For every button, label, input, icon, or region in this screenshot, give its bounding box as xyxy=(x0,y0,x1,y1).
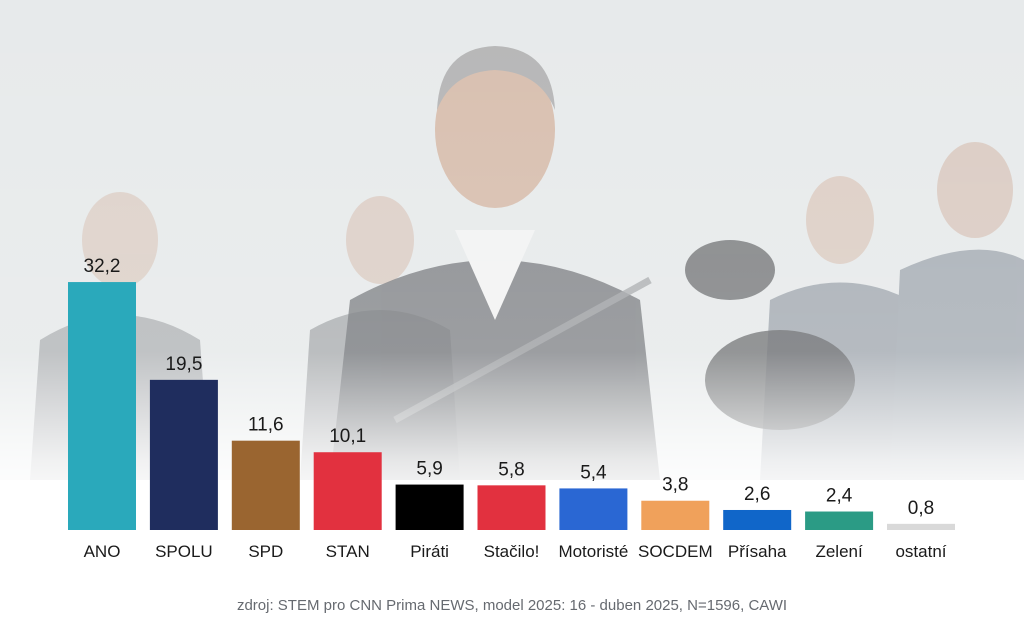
bar-stacilo xyxy=(477,485,546,530)
bar-ano xyxy=(68,282,136,530)
value-label-ostatni: 0,8 xyxy=(908,498,934,519)
value-label-spolu: 19,5 xyxy=(165,354,202,375)
category-label-motoriste: Motoristé xyxy=(558,542,628,561)
value-label-socdem: 3,8 xyxy=(662,475,688,496)
value-label-stacilo: 5,8 xyxy=(498,459,524,480)
category-label-pirati: Piráti xyxy=(410,542,449,561)
bar-prisaha xyxy=(723,509,792,530)
category-label-socdem: SOCDEM xyxy=(638,542,713,561)
value-label-motoriste: 5,4 xyxy=(580,462,607,483)
bar-spolu xyxy=(149,379,218,530)
category-label-spd: SPD xyxy=(248,542,283,561)
category-label-ano: ANO xyxy=(84,542,121,561)
category-label-stacilo: Stačilo! xyxy=(484,542,540,561)
bar-zeleni xyxy=(805,511,874,530)
bar-spd xyxy=(231,440,300,530)
value-label-prisaha: 2,6 xyxy=(744,484,770,505)
value-label-pirati: 5,9 xyxy=(416,459,442,480)
value-label-spd: 11,6 xyxy=(248,415,284,436)
value-label-ano: 32,2 xyxy=(84,256,121,277)
value-label-stan: 10,1 xyxy=(329,426,366,447)
category-label-prisaha: Přísaha xyxy=(728,542,787,561)
bar-stan xyxy=(313,452,382,530)
bar-chart: 32,2 ANO 19,5 SPOLU 11,6 SPD 10,1 STAN 5,9 Piráti… xyxy=(68,256,955,561)
bar-motoriste xyxy=(559,488,628,530)
category-label-spolu: SPOLU xyxy=(155,542,213,561)
category-label-ostatni: ostatní xyxy=(895,542,946,561)
category-label-zeleni: Zelení xyxy=(815,542,863,561)
bar-ostatni xyxy=(887,523,955,530)
bar-socdem xyxy=(641,500,710,530)
category-label-stan: STAN xyxy=(326,542,370,561)
value-label-zeleni: 2,4 xyxy=(826,486,853,507)
bar-pirati xyxy=(395,484,464,530)
source-note: zdroj: STEM pro CNN Prima NEWS, model 20… xyxy=(236,597,788,614)
